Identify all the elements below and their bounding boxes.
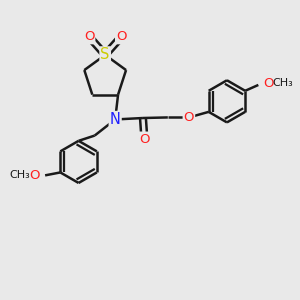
Text: O: O [84, 30, 94, 43]
Text: O: O [264, 77, 274, 90]
Text: O: O [139, 133, 150, 146]
Text: CH₃: CH₃ [272, 79, 293, 88]
Text: O: O [29, 169, 40, 182]
Text: O: O [184, 111, 194, 124]
Text: N: N [110, 112, 121, 127]
Text: S: S [100, 47, 110, 62]
Text: O: O [116, 30, 127, 43]
Text: CH₃: CH₃ [9, 170, 30, 180]
